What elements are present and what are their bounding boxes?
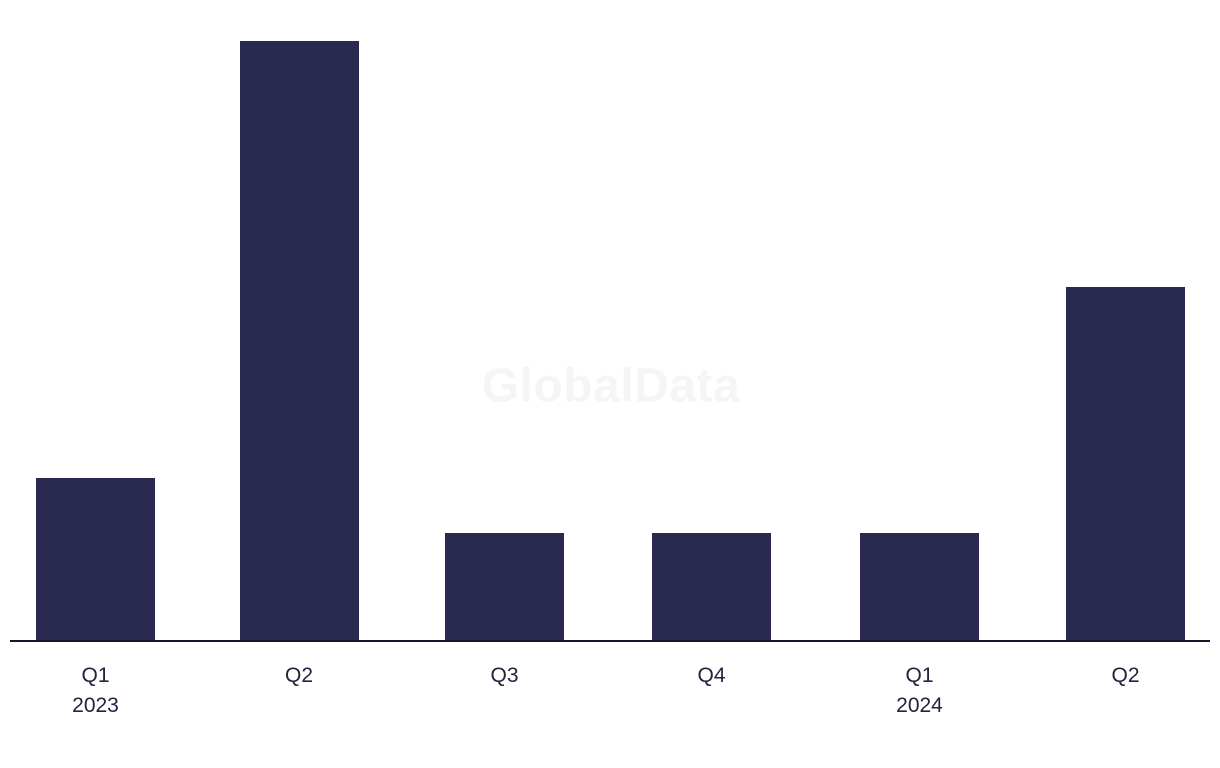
quarter-label: Q2 <box>284 664 314 687</box>
x-axis-line <box>10 640 1210 642</box>
x-tick-label-1: Q2 <box>285 661 313 691</box>
x-tick-label-4: Q1 2024 <box>896 661 943 721</box>
quarter-label: Q1 <box>905 664 934 687</box>
quarter-label: Q4 <box>697 664 726 687</box>
bar-q1-2023 <box>36 477 155 641</box>
year-label: 2024 <box>896 694 943 717</box>
quarter-label: Q2 <box>1111 664 1140 687</box>
quarter-label: Q1 <box>81 664 110 687</box>
bar-q2 <box>239 41 359 641</box>
x-tick-label-5: Q2 <box>1111 661 1139 691</box>
year-label: 2023 <box>72 694 119 717</box>
x-tick-label-3: Q4 <box>697 661 725 691</box>
bar-q4 <box>652 533 771 641</box>
x-tick-label-0: Q1 2023 <box>72 661 119 721</box>
bar-q2 <box>1066 287 1185 641</box>
bar-q1-2024 <box>860 533 979 641</box>
x-tick-label-2: Q3 <box>490 661 518 691</box>
quarter-label: Q3 <box>490 664 519 687</box>
watermark: GlobalData <box>481 359 741 413</box>
bar-q3 <box>445 533 564 641</box>
